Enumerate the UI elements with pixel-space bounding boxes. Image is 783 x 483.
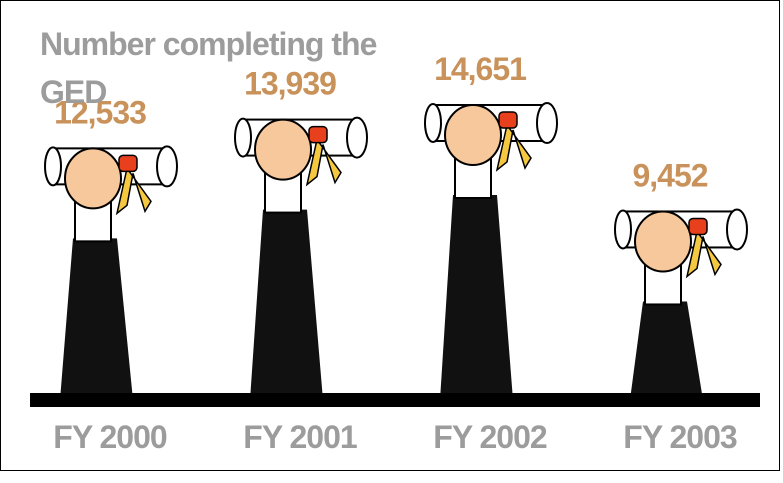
hand — [445, 105, 501, 165]
chart-title: Number completing the GED — [40, 20, 400, 116]
hand — [65, 148, 121, 208]
hand — [255, 120, 311, 180]
x-tick-label: FY 2003 — [623, 419, 737, 455]
x-tick-label: FY 2002 — [433, 419, 547, 455]
scroll-end — [425, 104, 441, 142]
seal — [119, 155, 137, 171]
baseline — [30, 393, 760, 407]
arm-sleeve — [60, 238, 133, 400]
scroll-end — [157, 146, 177, 186]
chart: 12,533FY 200013,939FY 200114,651FY 20029… — [0, 0, 783, 483]
seal — [689, 218, 707, 234]
scroll-end — [727, 209, 747, 249]
scroll-end — [347, 118, 367, 158]
arm-sleeve — [250, 210, 323, 400]
scroll-end — [537, 103, 557, 143]
value-label: 14,651 — [434, 51, 526, 87]
arm-sleeve — [630, 301, 703, 400]
scroll-end — [235, 119, 251, 157]
x-tick-label: FY 2001 — [243, 419, 357, 455]
seal — [499, 112, 517, 128]
value-label: 9,452 — [632, 157, 707, 193]
arm-sleeve — [440, 195, 513, 400]
x-tick-label: FY 2000 — [53, 419, 167, 455]
hand — [635, 211, 691, 271]
scroll-end — [615, 210, 631, 248]
seal — [309, 127, 327, 143]
scroll-end — [45, 147, 61, 185]
